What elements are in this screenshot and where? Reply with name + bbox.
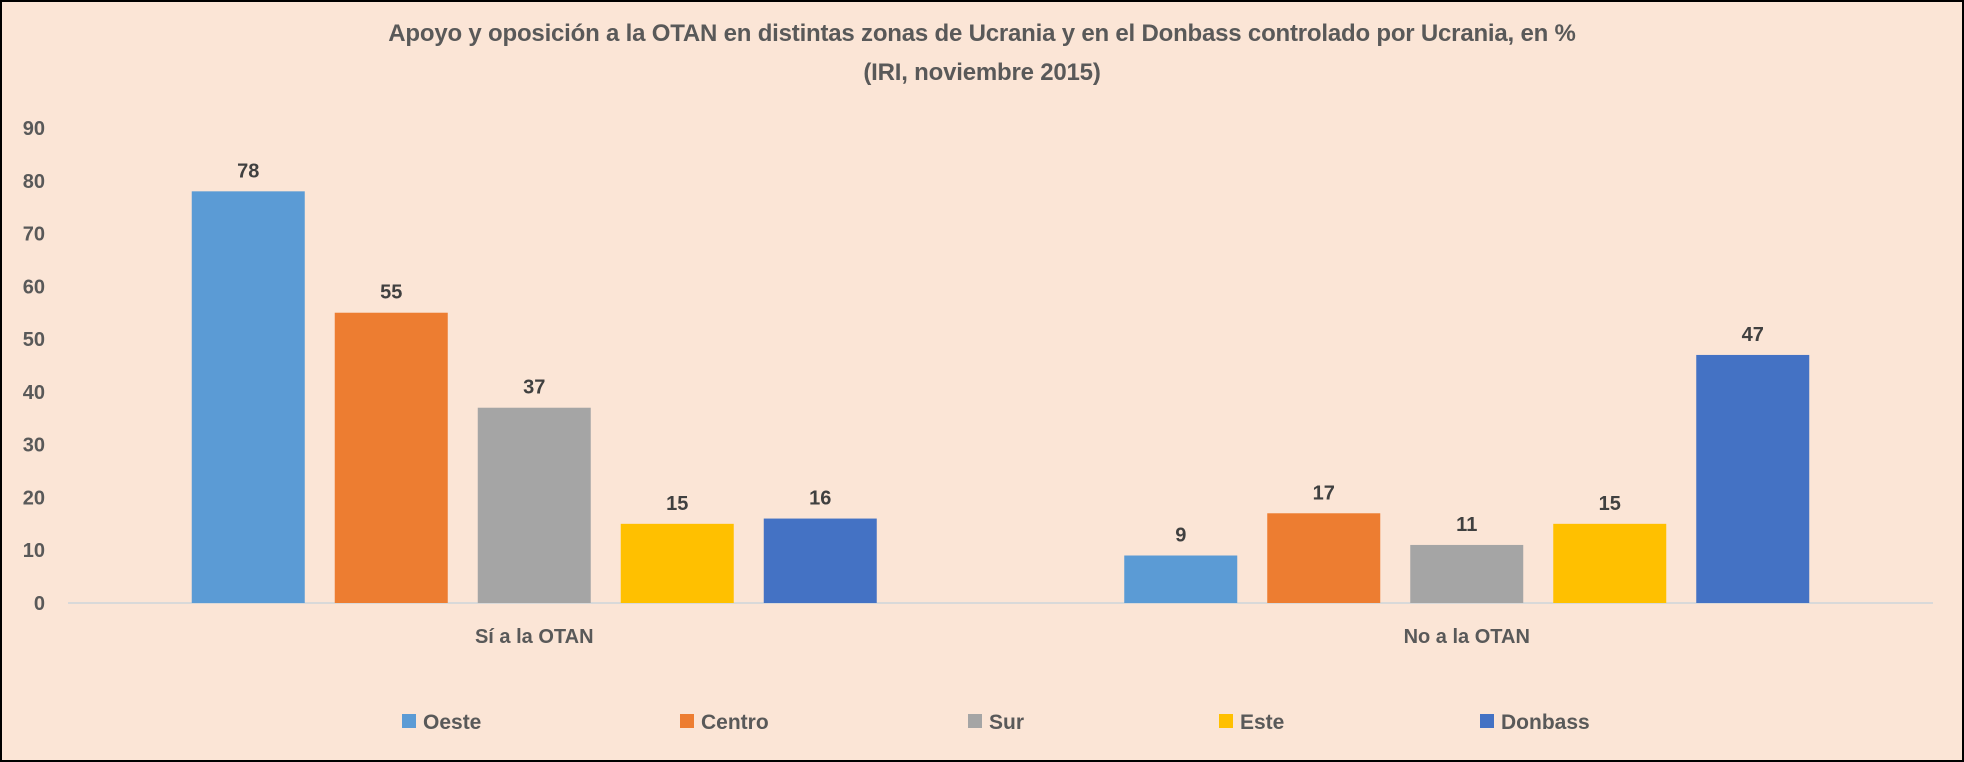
y-tick-label: 90	[23, 118, 45, 140]
data-label: 11	[1456, 514, 1477, 536]
bar-centro	[334, 312, 448, 603]
legend-label: Este	[1240, 711, 1284, 734]
legend-marker-este	[1219, 714, 1233, 728]
chart-title: Apoyo y oposición a la OTAN en distintas…	[388, 20, 1576, 47]
legend-label: Donbass	[1501, 711, 1590, 734]
bar-este	[1553, 523, 1667, 603]
data-label: 17	[1313, 482, 1335, 504]
data-label: 9	[1175, 525, 1186, 547]
data-label: 15	[666, 493, 688, 515]
data-label: 47	[1742, 324, 1764, 346]
legend-marker-centro	[680, 714, 694, 728]
legend-label: Centro	[701, 711, 769, 734]
bar-oeste	[1124, 555, 1238, 603]
y-tick-label: 80	[23, 171, 45, 193]
legend-label: Sur	[989, 711, 1024, 734]
category-label: Sí a la OTAN	[475, 626, 594, 648]
data-label: 55	[380, 282, 402, 304]
y-tick-label: 70	[23, 224, 45, 246]
bar-sur	[477, 407, 591, 603]
y-tick-label: 60	[23, 276, 45, 298]
bar-oeste	[191, 191, 305, 604]
data-label: 16	[809, 488, 831, 510]
data-label: 37	[523, 377, 545, 399]
bar-donbass	[763, 518, 877, 603]
y-tick-label: 50	[23, 329, 45, 351]
y-tick-label: 20	[23, 487, 45, 509]
category-label: No a la OTAN	[1404, 626, 1530, 648]
legend-marker-donbass	[1480, 714, 1494, 728]
data-label: 78	[237, 160, 259, 182]
chart-subtitle: (IRI, noviembre 2015)	[863, 59, 1101, 86]
data-label: 15	[1599, 493, 1621, 515]
bar-sur	[1410, 544, 1524, 603]
y-tick-label: 40	[23, 382, 45, 404]
legend-marker-oeste	[402, 714, 416, 728]
bar-donbass	[1696, 354, 1810, 603]
legend-marker-sur	[968, 714, 982, 728]
y-tick-label: 30	[23, 435, 45, 457]
bar-este	[620, 523, 734, 603]
y-tick-label: 10	[23, 540, 45, 562]
legend-label: Oeste	[423, 711, 481, 734]
y-tick-label: 0	[34, 593, 45, 615]
bar-centro	[1267, 513, 1381, 603]
